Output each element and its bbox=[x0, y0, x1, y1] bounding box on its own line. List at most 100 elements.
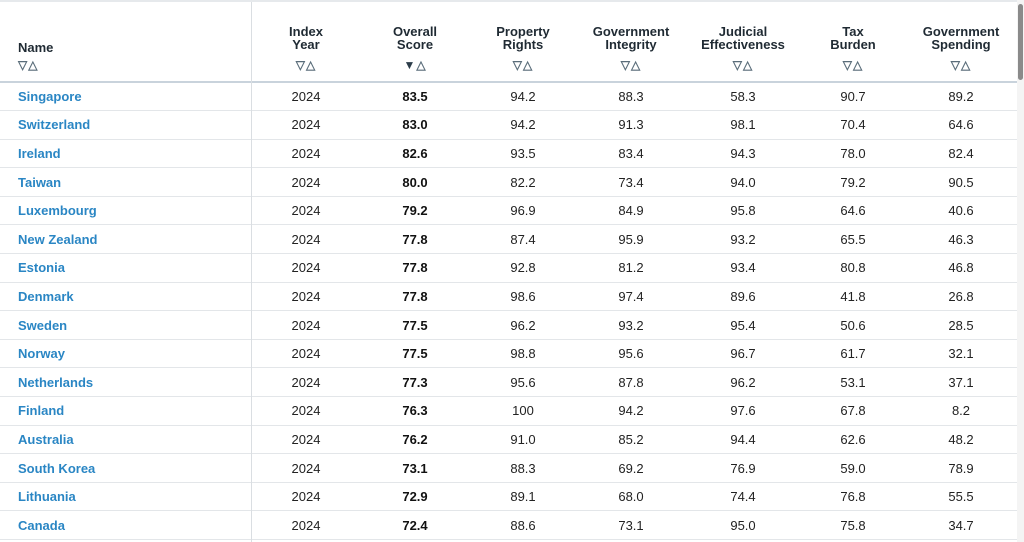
cell-year: 2024 bbox=[291, 346, 321, 362]
sort-ascending-icon[interactable]: △ bbox=[961, 58, 972, 72]
cell-tax: 61.7 bbox=[840, 346, 866, 362]
cell-spending: 48.2 bbox=[948, 431, 974, 447]
vertical-scrollbar[interactable] bbox=[1017, 0, 1024, 542]
cell-spending: 34.7 bbox=[948, 517, 974, 533]
country-link[interactable]: Switzerland bbox=[18, 117, 91, 133]
cell-property: 93.5 bbox=[510, 145, 536, 161]
country-link[interactable]: Norway bbox=[18, 346, 65, 362]
sort-descending-icon[interactable]: ▽ bbox=[18, 58, 29, 72]
country-link[interactable]: Estonia bbox=[18, 260, 65, 276]
country-link[interactable]: Singapore bbox=[18, 89, 82, 105]
sort-descending-icon[interactable]: ▽ bbox=[950, 58, 961, 72]
cell-year: 2024 bbox=[291, 145, 321, 161]
country-link[interactable]: Denmark bbox=[18, 288, 74, 304]
cell-year: 2024 bbox=[291, 460, 321, 476]
sort-toggle-name[interactable]: ▽△ bbox=[0, 59, 251, 72]
sort-ascending-icon[interactable]: △ bbox=[853, 58, 864, 72]
cell-integrity: 91.3 bbox=[618, 117, 644, 133]
sort-ascending-icon[interactable]: △ bbox=[28, 58, 39, 72]
cell-judicial: 96.2 bbox=[730, 374, 756, 390]
cell-year: 2024 bbox=[291, 374, 321, 390]
cell-year: 2024 bbox=[291, 517, 321, 533]
table-row: Sweden 2024 77.5 96.2 93.2 95.4 50.6 28.5 bbox=[0, 311, 1017, 340]
sort-toggle-year[interactable]: ▽△ bbox=[251, 59, 361, 72]
table-row: Estonia 2024 77.8 92.8 81.2 93.4 80.8 46.8 bbox=[0, 254, 1017, 283]
country-link[interactable]: Taiwan bbox=[18, 174, 62, 190]
country-link[interactable]: New Zealand bbox=[18, 231, 98, 247]
sort-ascending-icon[interactable]: △ bbox=[523, 58, 534, 72]
cell-property: 98.8 bbox=[510, 346, 536, 362]
column-header-label-line: Judicial bbox=[718, 24, 768, 39]
country-link[interactable]: Luxembourg bbox=[18, 203, 97, 219]
cell-judicial: 95.8 bbox=[730, 203, 756, 219]
sort-toggle-judicial[interactable]: ▽△ bbox=[685, 59, 801, 72]
column-header-label-line: Overall bbox=[392, 24, 438, 39]
cell-judicial: 94.3 bbox=[730, 145, 756, 161]
cell-property: 87.4 bbox=[510, 231, 536, 247]
cell-tax: 64.6 bbox=[840, 203, 866, 219]
cell-year: 2024 bbox=[291, 260, 321, 276]
sort-ascending-icon[interactable]: △ bbox=[631, 58, 642, 72]
sort-toggle-tax[interactable]: ▽△ bbox=[801, 59, 905, 72]
country-link[interactable]: Netherlands bbox=[18, 374, 94, 390]
cell-score: 80.0 bbox=[402, 174, 428, 190]
cell-tax: 79.2 bbox=[840, 174, 866, 190]
cell-integrity: 73.4 bbox=[618, 174, 644, 190]
cell-integrity: 95.9 bbox=[618, 231, 644, 247]
sort-toggle-spending[interactable]: ▽△ bbox=[905, 59, 1017, 72]
sort-toggle-property[interactable]: ▽△ bbox=[469, 59, 577, 72]
column-header-label: Judicial Effectiveness bbox=[685, 2, 801, 53]
country-link[interactable]: Canada bbox=[18, 517, 65, 533]
table-row: Canada 2024 72.4 88.6 73.1 95.0 75.8 34.7 bbox=[0, 511, 1017, 540]
sort-descending-icon[interactable]: ▽ bbox=[512, 58, 523, 72]
country-link[interactable]: Australia bbox=[18, 431, 74, 447]
cell-spending: 32.1 bbox=[948, 346, 974, 362]
country-link[interactable]: Sweden bbox=[18, 317, 68, 333]
table-header: Name ▽△ Index Year ▽△ Overall Score ▼△ Property R… bbox=[0, 2, 1017, 82]
cell-property: 98.6 bbox=[510, 288, 536, 304]
cell-spending: 64.6 bbox=[948, 117, 974, 133]
sort-descending-icon[interactable]: ▽ bbox=[620, 58, 631, 72]
cell-integrity: 85.2 bbox=[618, 431, 644, 447]
cell-spending: 46.3 bbox=[948, 231, 974, 247]
cell-integrity: 83.4 bbox=[618, 145, 644, 161]
sort-descending-icon[interactable]: ▼ bbox=[403, 58, 417, 72]
scrollbar-thumb[interactable] bbox=[1018, 4, 1023, 80]
sort-ascending-icon[interactable]: △ bbox=[743, 58, 754, 72]
cell-integrity: 81.2 bbox=[618, 260, 644, 276]
cell-year: 2024 bbox=[291, 117, 321, 133]
cell-score: 82.6 bbox=[402, 145, 428, 161]
table-row: South Korea 2024 73.1 88.3 69.2 76.9 59.0 78.9 bbox=[0, 454, 1017, 483]
cell-judicial: 76.9 bbox=[730, 460, 756, 476]
column-header-label-line: Index bbox=[289, 24, 323, 39]
cell-property: 96.9 bbox=[510, 203, 536, 219]
column-header-label-line: Integrity bbox=[605, 37, 657, 52]
cell-tax: 53.1 bbox=[840, 374, 866, 390]
cell-integrity: 97.4 bbox=[618, 288, 644, 304]
sort-ascending-icon[interactable]: △ bbox=[306, 58, 317, 72]
sort-toggle-integrity[interactable]: ▽△ bbox=[577, 59, 685, 72]
cell-property: 88.6 bbox=[510, 517, 536, 533]
cell-integrity: 73.1 bbox=[618, 517, 644, 533]
cell-judicial: 74.4 bbox=[730, 489, 756, 505]
cell-property: 92.8 bbox=[510, 260, 536, 276]
sort-descending-icon[interactable]: ▽ bbox=[732, 58, 743, 72]
table-row: Australia 2024 76.2 91.0 85.2 94.4 62.6 48.2 bbox=[0, 425, 1017, 454]
cell-score: 77.5 bbox=[402, 317, 428, 333]
sort-ascending-icon[interactable]: △ bbox=[416, 58, 427, 72]
cell-year: 2024 bbox=[291, 231, 321, 247]
cell-property: 94.2 bbox=[510, 89, 536, 105]
sort-toggle-score[interactable]: ▼△ bbox=[361, 59, 469, 72]
country-link[interactable]: South Korea bbox=[18, 460, 96, 476]
sort-descending-icon[interactable]: ▽ bbox=[295, 58, 306, 72]
country-link[interactable]: Finland bbox=[18, 403, 65, 419]
cell-spending: 46.8 bbox=[948, 260, 974, 276]
column-header-label: Property Rights bbox=[469, 2, 577, 53]
sort-descending-icon[interactable]: ▽ bbox=[842, 58, 853, 72]
cell-spending: 26.8 bbox=[948, 288, 974, 304]
country-link[interactable]: Lithuania bbox=[18, 489, 76, 505]
column-header-tax: Tax Burden ▽△ bbox=[801, 2, 905, 82]
cell-tax: 50.6 bbox=[840, 317, 866, 333]
country-link[interactable]: Ireland bbox=[18, 145, 61, 161]
cell-spending: 8.2 bbox=[951, 403, 971, 419]
